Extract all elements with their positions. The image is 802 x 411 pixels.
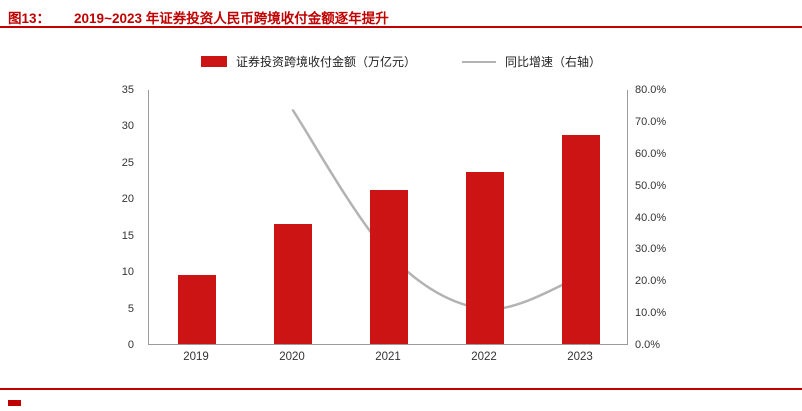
left-axis-tick: 30: [121, 120, 134, 133]
right-axis-tick: 0.0%: [635, 339, 661, 351]
growth-line: [291, 109, 583, 311]
title-divider: [0, 26, 802, 28]
bar-legend-swatch: [200, 56, 227, 67]
chart-legend: 证券投资跨境收付金额（万亿元） 同比增速（右轴）: [0, 53, 802, 70]
left-axis-tick: 35: [121, 84, 134, 96]
left-axis-tick: 5: [127, 302, 134, 315]
right-axis-tick: 50.0%: [635, 179, 667, 192]
x-axis-label: 2020: [279, 351, 305, 363]
left-axis: 0 5 10 15 20 25 30 35: [96, 84, 140, 351]
bar-2020: [274, 223, 312, 344]
right-axis-tick: 40.0%: [635, 211, 667, 224]
right-axis-tick: 10.0%: [635, 307, 667, 320]
bar-2022: [466, 172, 504, 344]
bar-legend-label: 证券投资跨境收付金额（万亿元）: [235, 55, 416, 69]
x-axis-label: 2019: [183, 351, 209, 363]
plot-area: [148, 90, 628, 345]
left-axis-tick: 10: [121, 266, 134, 279]
right-axis-tick: 20.0%: [635, 275, 667, 288]
right-axis-tick: 60.0%: [635, 147, 667, 160]
x-axis-label: 2023: [567, 351, 593, 363]
right-axis: 0.0% 10.0% 20.0% 30.0% 40.0% 50.0% 60.0% 70.0% 8…: [635, 84, 695, 351]
x-axis-label: 2022: [471, 351, 497, 363]
footer-divider: [0, 388, 802, 390]
bar-2023: [562, 134, 600, 344]
left-axis-tick: 20: [121, 193, 134, 206]
growth-line-chart: [291, 109, 583, 311]
source-text-fragment: [8, 400, 21, 406]
right-axis-tick: 70.0%: [635, 115, 667, 128]
right-axis-tick: 80.0%: [635, 84, 667, 96]
bar-2021: [370, 189, 408, 344]
line-legend-swatch: [462, 60, 496, 63]
left-axis-tick: 25: [121, 156, 134, 169]
x-axis: 2019 2020 2021 2022 2023: [148, 351, 628, 367]
line-legend-label: 同比增速（右轴）: [505, 55, 602, 69]
left-axis-tick: 15: [121, 229, 134, 242]
figure-label: 图13：: [8, 11, 51, 26]
x-axis-label: 2021: [375, 351, 401, 363]
figure-title: 2019~2023 年证券投资人民币跨境收付金额逐年提升: [74, 11, 389, 26]
left-axis-tick: 0: [127, 339, 134, 351]
right-axis-tick: 30.0%: [635, 243, 667, 256]
bar-2019: [178, 274, 216, 344]
figure-header: 图13： 2019~2023 年证券投资人民币跨境收付金额逐年提升: [8, 7, 389, 27]
